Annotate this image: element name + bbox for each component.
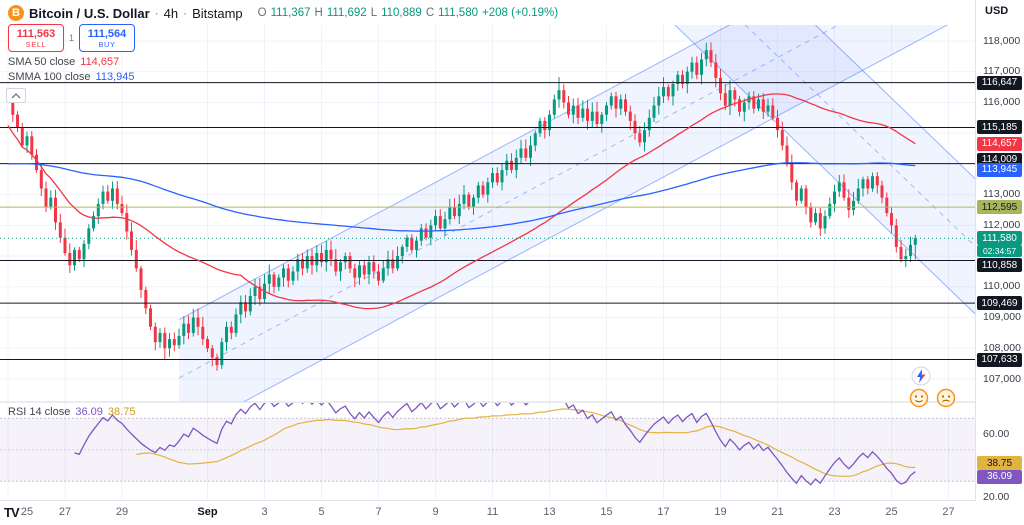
parallel-channel-drawings[interactable] <box>178 0 982 437</box>
emoji-reaction-icon[interactable] <box>909 388 929 408</box>
high-value: 111,692 <box>326 7 367 19</box>
price-tick-label: 108,000 <box>983 341 1021 354</box>
smma-legend-value: 113,945 <box>95 71 135 83</box>
high-label: H <box>314 7 323 19</box>
rsi-ma-badge: 38.75 <box>977 456 1022 471</box>
rsi-tick-label: 20.00 <box>983 490 1010 503</box>
candlestick-series <box>6 42 917 371</box>
rsi-ma-line[interactable] <box>136 408 916 477</box>
chart-header: B Bitcoin / U.S. Dollar · 4h · Bitstamp … <box>8 4 558 22</box>
time-axis[interactable]: TV 25 27 29 Sep 3 5 7 9 11 13 15 17 19 21 23 25 27 <box>0 501 1024 525</box>
last-price-badge: 111,580 <box>977 231 1022 246</box>
rsi-line[interactable] <box>74 390 916 486</box>
smma-legend-label: SMMA 100 close <box>8 71 91 83</box>
sma-50-line[interactable] <box>7 93 916 310</box>
open-label: O <box>257 7 267 19</box>
sma-legend-label: SMA 50 close <box>8 56 76 68</box>
time-tick-label: 7 <box>375 506 382 518</box>
smma-price-badge: 113,945 <box>977 162 1022 177</box>
bitcoin-icon: B <box>8 5 24 21</box>
smma-indicator-legend[interactable]: SMMA 100 close 113,945 <box>8 71 135 83</box>
price-tick-label: 110,000 <box>983 280 1021 293</box>
rsi-badge: 36.09 <box>977 469 1022 484</box>
flash-icon[interactable] <box>911 366 931 386</box>
time-tick-label: 3 <box>261 506 268 518</box>
ohlc-readout: O 111,367 H 111,692 L 110,889 C 111,580 … <box>258 7 558 19</box>
spread-value: 1 <box>69 33 75 43</box>
rsi-ma-legend-value: 38.75 <box>107 406 136 418</box>
exchange-label[interactable]: Bitstamp <box>192 5 243 21</box>
price-tick-label: 117,000 <box>983 65 1021 78</box>
sell-button[interactable]: 111,563 SELL <box>8 24 64 52</box>
level-price-badge: 109,469 <box>977 296 1022 311</box>
time-tick-label: 27 <box>942 506 955 518</box>
horizontal-level-lines[interactable] <box>0 82 975 360</box>
symbol-title[interactable]: Bitcoin / U.S. Dollar <box>29 5 150 21</box>
order-panel: 111,563 SELL 1 111,564 BUY <box>8 24 136 52</box>
legend-collapse-button[interactable] <box>6 88 26 103</box>
emoji-reaction-icon[interactable] <box>936 388 956 408</box>
time-tick-label: 11 <box>486 506 499 518</box>
change-value: +208 (+0.19%) <box>482 7 559 19</box>
price-tick-label: 112,000 <box>983 218 1021 231</box>
low-value: 110,889 <box>381 7 422 19</box>
buy-button[interactable]: 111,564 BUY <box>79 24 136 52</box>
time-tick-label: 25 <box>885 506 898 518</box>
sell-price: 111,563 <box>16 27 56 40</box>
time-tick-label: 13 <box>543 506 556 518</box>
candle-countdown: 02:34:57 <box>977 245 1022 258</box>
sma-indicator-legend[interactable]: SMA 50 close 114,657 <box>8 56 119 68</box>
time-tick-label: 17 <box>657 506 670 518</box>
close-value: 111,580 <box>438 7 478 19</box>
time-tick-label: 21 <box>771 506 784 518</box>
time-tick-label: 23 <box>828 506 841 518</box>
price-tick-label: 109,000 <box>983 311 1021 324</box>
open-value: 111,367 <box>270 7 311 19</box>
separator: · <box>154 6 159 20</box>
rsi-tick-label: 60.00 <box>983 427 1010 440</box>
rsi-indicator-legend[interactable]: RSI 14 close 36.09 38.75 <box>8 406 135 418</box>
time-tick-label: 27 <box>58 506 72 518</box>
rsi-legend-value: 36.09 <box>75 406 103 418</box>
price-tick-label: 118,000 <box>983 34 1021 47</box>
sma-price-badge: 114,657 <box>977 136 1022 151</box>
time-tick-label: Sep <box>197 506 218 518</box>
close-label: C <box>425 7 435 19</box>
separator: · <box>183 6 188 20</box>
time-tick-label: 15 <box>600 506 613 518</box>
rsi-pane[interactable] <box>0 390 975 486</box>
time-tick-label: 19 <box>714 506 727 518</box>
level-price-badge: 107,633 <box>977 352 1022 367</box>
time-tick-label: 9 <box>432 506 439 518</box>
interval-label[interactable]: 4h <box>163 5 179 21</box>
level-price-badge: 115,185 <box>977 120 1022 135</box>
time-tick-label: 5 <box>318 506 325 518</box>
buy-price: 111,564 <box>87 27 127 40</box>
chevron-up-icon <box>11 92 21 98</box>
smma-100-line[interactable] <box>7 162 916 232</box>
level-price-badge: 110,858 <box>977 258 1022 273</box>
alert-price-badge: 112,595 <box>977 200 1022 215</box>
sell-label: SELL <box>25 39 47 49</box>
buy-label: BUY <box>98 39 116 49</box>
time-tick-label: 29 <box>115 506 129 518</box>
price-axis[interactable]: USD 118,000 117,000 116,000 113,000 112,000 1… <box>976 0 1024 503</box>
tradingview-logo[interactable]: TV <box>4 505 20 520</box>
rsi-legend-label: RSI 14 close <box>8 406 71 418</box>
time-tick-label: 25 <box>20 506 34 518</box>
price-tick-label: 113,000 <box>983 188 1021 201</box>
low-label: L <box>370 7 378 19</box>
price-tick-label: 116,000 <box>983 95 1021 108</box>
level-price-badge: 116,647 <box>977 75 1022 90</box>
currency-label[interactable]: USD <box>985 5 1009 17</box>
sma-legend-value: 114,657 <box>80 56 120 68</box>
price-tick-label: 107,000 <box>983 372 1021 385</box>
